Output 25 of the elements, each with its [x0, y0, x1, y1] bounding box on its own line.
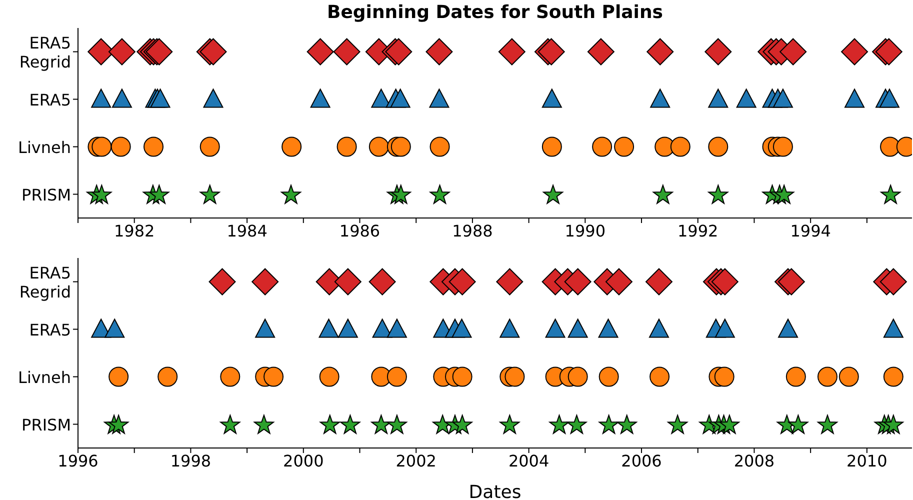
x-tick-label: 1990 — [564, 221, 606, 240]
y-tick-label: Livneh — [18, 367, 71, 386]
x-tick-label: 1984 — [226, 221, 268, 240]
x-tick-label: 1992 — [678, 221, 718, 240]
x-tick-label: 1986 — [339, 221, 380, 240]
x-tick-label: 1998 — [170, 451, 212, 470]
x-tick-label: 2006 — [621, 451, 662, 470]
x-tick-label: 2004 — [508, 451, 550, 470]
y-tick-label: PRISM — [22, 414, 71, 434]
x-tick-label: 2008 — [734, 451, 775, 470]
x-axis-title: Dates — [468, 482, 522, 500]
x-tick-label: 1994 — [790, 221, 831, 240]
y-tick-label: ERA5 — [29, 320, 71, 339]
x-tick-label: 1988 — [452, 221, 493, 240]
y-tick-label: PRISM — [22, 184, 71, 204]
x-tick-label: 2010 — [846, 451, 888, 470]
y-tick-label: ERA5 — [29, 90, 71, 109]
x-tick-label: 1982 — [114, 221, 155, 240]
y-tick-label: Livneh — [18, 137, 71, 156]
y-tick-label: ERA5 Regrid — [19, 32, 71, 71]
y-tick-label: ERA5 Regrid — [19, 262, 71, 301]
x-tick-label: 2000 — [283, 451, 324, 470]
x-tick-label: 2002 — [396, 451, 436, 470]
chart-title: Beginning Dates for South Plains — [326, 2, 664, 23]
x-tick-label: 1996 — [58, 451, 98, 470]
